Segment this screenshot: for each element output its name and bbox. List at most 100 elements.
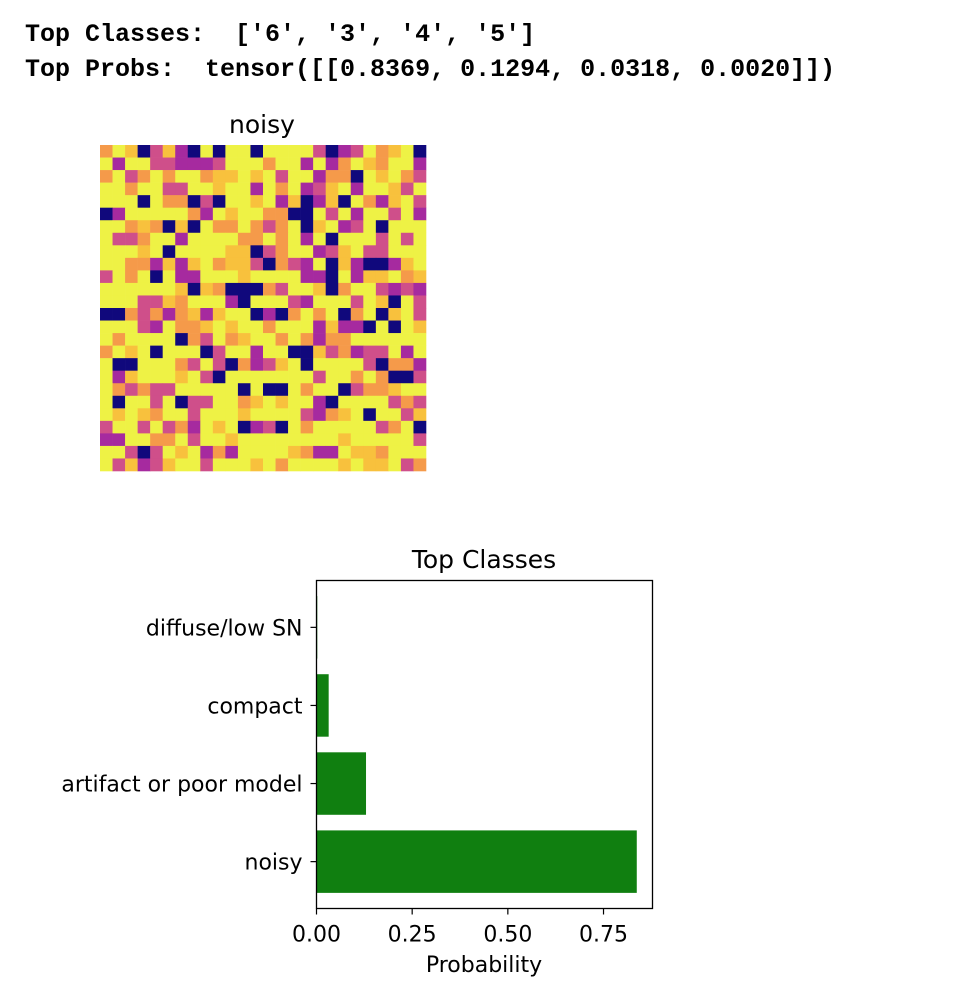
image-pixel <box>375 295 389 309</box>
image-pixel <box>225 358 239 371</box>
image-pixel <box>162 195 176 208</box>
image-pixel <box>100 358 113 371</box>
image-pixel <box>325 245 339 259</box>
image-pixel <box>313 182 326 196</box>
image-pixel <box>212 370 226 384</box>
image-pixel <box>150 320 163 334</box>
image-pixel <box>413 295 427 309</box>
image-pixel <box>375 370 389 384</box>
y-tick-label: diffuse/low SN <box>146 616 303 641</box>
image-pixel <box>275 345 289 359</box>
image-pixel <box>187 395 201 409</box>
image-pixel <box>375 220 389 234</box>
image-pixel <box>225 182 239 196</box>
image-pixel <box>200 170 214 183</box>
image-pixel <box>175 220 189 234</box>
image-pixel <box>313 420 326 434</box>
image-pixel <box>225 383 239 397</box>
image-pixel <box>288 445 301 459</box>
bar-group <box>316 596 637 893</box>
image-pixel <box>125 358 138 371</box>
image-pixel <box>288 295 301 309</box>
image-pixel <box>325 295 339 309</box>
image-pixel <box>112 295 126 309</box>
image-pixel <box>200 395 214 409</box>
y-tick-label: noisy <box>245 851 303 876</box>
image-pixel <box>350 245 364 259</box>
image-pixel <box>313 220 326 234</box>
image-pixel <box>363 145 377 158</box>
image-pixel <box>187 433 201 447</box>
image-pixel <box>375 445 389 459</box>
image-pixel <box>275 245 289 259</box>
image-pixel <box>350 370 364 384</box>
image-pixel <box>350 220 364 234</box>
image-pixel <box>375 320 389 334</box>
image-pixel <box>413 257 427 271</box>
image-pixel <box>263 345 276 359</box>
image-pixel <box>413 395 427 409</box>
image-pixel <box>225 157 239 171</box>
image-pixel <box>313 157 326 171</box>
image-pixel <box>350 170 364 183</box>
image-pixel <box>325 182 339 196</box>
image-pixel <box>375 395 389 409</box>
image-pixel <box>100 370 113 384</box>
image-pixel <box>413 170 427 183</box>
image-pixel <box>325 320 339 334</box>
image-pixel <box>400 157 414 171</box>
image-pixel <box>112 207 126 221</box>
image-pixel <box>112 358 126 371</box>
image-pixel <box>300 145 314 158</box>
image-pixel <box>338 420 352 434</box>
image-pixel <box>375 182 389 196</box>
image-pixel <box>225 395 239 409</box>
image-pixel <box>300 408 314 422</box>
image-pixel <box>212 308 226 321</box>
image-pixel <box>137 345 151 359</box>
x-tick-label: 0.50 <box>483 923 532 948</box>
image-pixel <box>288 383 301 397</box>
image-pixel <box>275 257 289 271</box>
image-pixel <box>388 157 402 171</box>
image-pixel <box>100 220 113 234</box>
image-pixel <box>350 320 364 334</box>
image-pixel <box>162 245 176 259</box>
image-pixel <box>288 333 301 346</box>
image-pixel <box>200 220 214 234</box>
image-pixel <box>162 157 176 171</box>
image-pixel <box>338 245 352 259</box>
image-pixel <box>275 182 289 196</box>
image-pixel <box>200 207 214 221</box>
image-pixel <box>137 182 151 196</box>
image-pixel <box>300 195 314 208</box>
image-pixel <box>212 358 226 371</box>
image-pixel <box>338 445 352 459</box>
image-pixel <box>225 320 239 334</box>
image-pixel <box>388 145 402 158</box>
image-pixel <box>338 232 352 246</box>
image-pixel <box>200 232 214 246</box>
image-pixel <box>162 370 176 384</box>
image-pixel <box>200 257 214 271</box>
image-pixel <box>288 257 301 271</box>
image-pixel <box>225 408 239 422</box>
image-pixel <box>112 333 126 346</box>
image-pixel <box>275 170 289 183</box>
image-pixel <box>175 358 189 371</box>
image-pixel <box>237 345 251 359</box>
image-pixel <box>313 345 326 359</box>
image-pixel <box>225 220 239 234</box>
image-pixel <box>212 232 226 246</box>
image-pixel <box>250 295 264 309</box>
image-pixel <box>288 282 301 296</box>
image-pixel <box>175 458 189 472</box>
image-pixel <box>137 220 151 234</box>
image-pixel <box>363 245 377 259</box>
image-pixel <box>325 458 339 472</box>
image-pixel <box>338 270 352 284</box>
image-pixel <box>112 232 126 246</box>
image-pixel <box>325 157 339 171</box>
image-pixel <box>375 308 389 321</box>
y-tick-label: artifact or poor model <box>61 773 302 798</box>
